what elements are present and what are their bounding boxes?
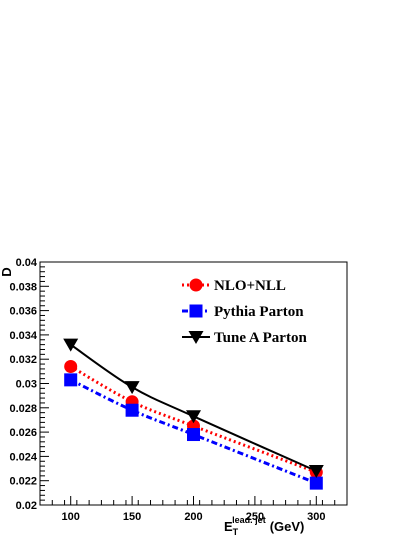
x-axis-title-subscript: T (233, 527, 239, 537)
legend-marker-2 (188, 331, 204, 344)
x-axis-title: ETlead. jet (GeV) (224, 515, 304, 537)
y-tick-label: 0.04 (16, 257, 38, 269)
x-axis-title-main: E (224, 519, 233, 534)
legend-label-1: Pythia Parton (214, 304, 304, 320)
data-point-2 (124, 381, 140, 395)
legend-marker-0 (189, 278, 203, 292)
legend-marker-1 (189, 304, 203, 318)
data-point-2 (63, 338, 79, 352)
y-tick-label: 0.032 (9, 354, 37, 366)
x-tick-label: 100 (62, 511, 80, 523)
x-tick-label: 300 (307, 511, 325, 523)
legend: NLO+NLL Pythia Parton Tune A Parton (182, 278, 307, 346)
data-point-1 (187, 428, 200, 442)
data-point-2 (186, 410, 201, 424)
data-point-0 (64, 359, 78, 373)
legend-label-2: Tune A Parton (214, 330, 307, 346)
y-tick-label: 0.034 (9, 330, 37, 342)
series-lines (69, 343, 317, 485)
y-tick-label: 0.038 (9, 281, 37, 293)
axis-ticks (39, 261, 348, 506)
x-tick-label: 250 (246, 511, 264, 523)
y-tick-label: 0.036 (9, 306, 37, 318)
data-point-2 (308, 464, 324, 478)
data-point-1 (64, 373, 78, 387)
x-axis-title-unit: (GeV) (270, 519, 305, 534)
tick-labels: 0.02 0.022 0.024 0.026 0.028 0.03 0.032 0.034 0.… (9, 257, 325, 523)
plot-frame (39, 261, 348, 506)
data-point-1 (125, 403, 139, 417)
y-tick-label: 0.024 (9, 451, 37, 463)
y-tick-label: 0.03 (16, 379, 37, 391)
data-point-1 (309, 476, 323, 490)
y-tick-label: 0.02 (16, 500, 37, 512)
plot-frame-group (39, 261, 348, 506)
series-markers (63, 338, 324, 490)
x-axis-title-superscript: lead. jet (232, 515, 266, 525)
y-tick-label: 0.026 (9, 427, 37, 439)
legend-label-0: NLO+NLL (214, 278, 286, 294)
series-line-0 (69, 365, 317, 474)
series-line-2 (70, 343, 317, 472)
series-line-1 (70, 378, 317, 485)
x-tick-label: 200 (184, 511, 202, 523)
y-tick-label: 0.022 (9, 476, 37, 488)
y-axis-title: D (0, 267, 14, 276)
y-tick-label: 0.028 (9, 403, 37, 415)
x-tick-label: 150 (123, 511, 141, 523)
